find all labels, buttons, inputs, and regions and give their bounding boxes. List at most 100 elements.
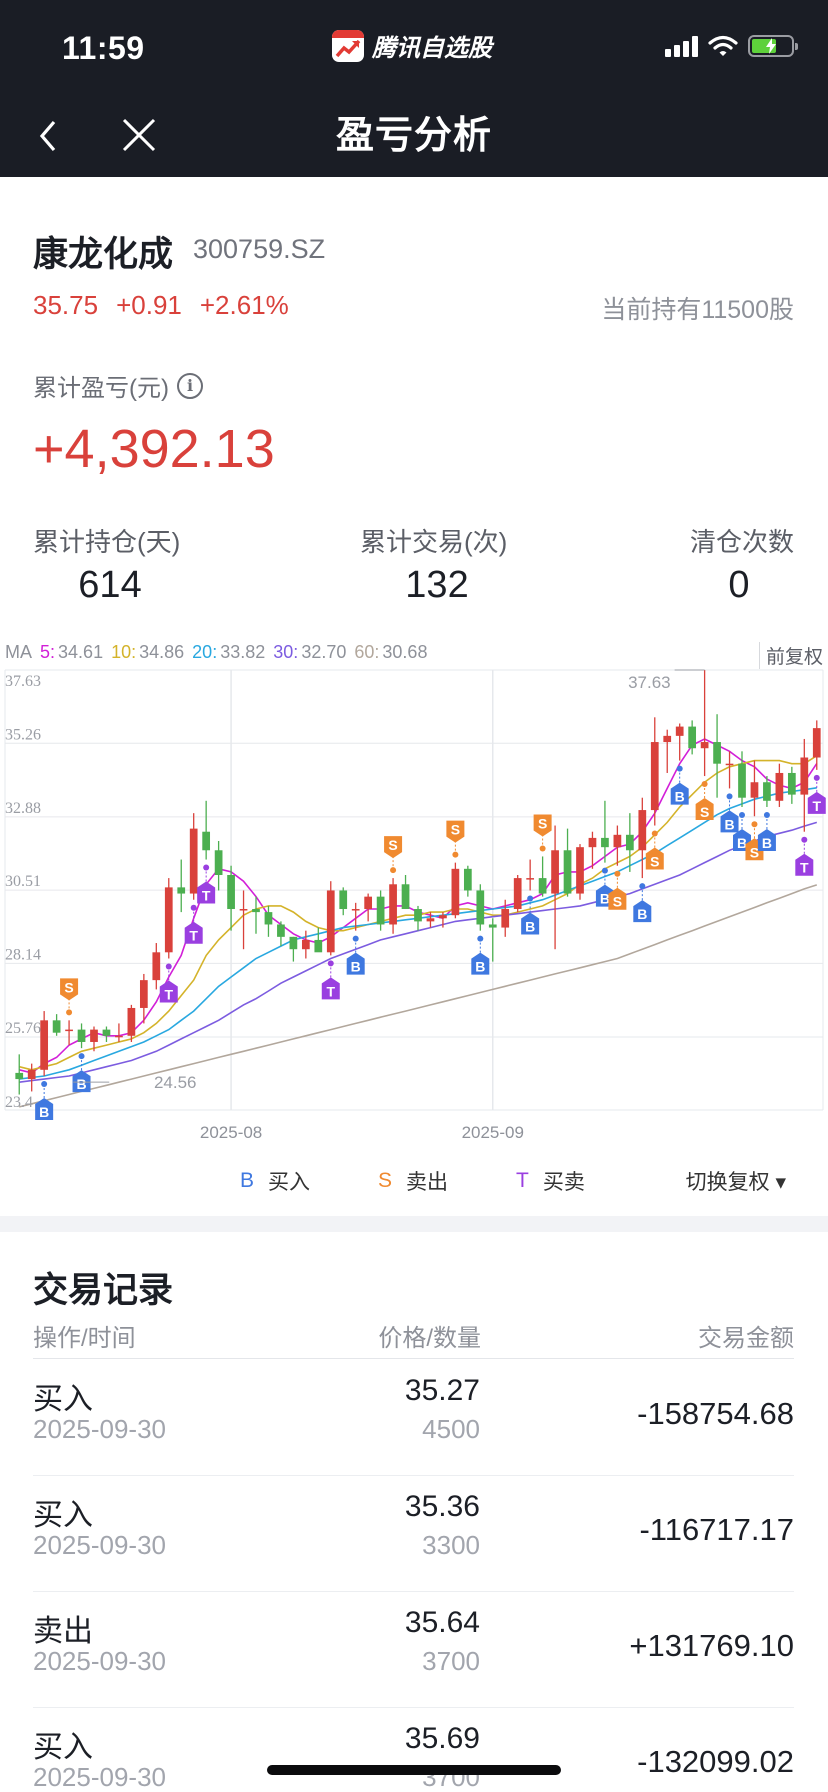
marker-badge — [60, 978, 79, 1001]
candle — [77, 1029, 86, 1042]
marker-letter: S — [388, 837, 397, 853]
candle — [763, 782, 771, 801]
trade-marker-s: S — [384, 836, 403, 874]
candle — [90, 1029, 98, 1042]
marker-dot — [651, 830, 658, 837]
marker-letter: S — [451, 822, 460, 838]
y-tick-label: 37.63 — [5, 673, 41, 690]
stat-trade-count-label: 累计交易(次) — [360, 527, 508, 557]
marker-letter: B — [600, 891, 610, 907]
close-icon[interactable] — [118, 114, 160, 156]
marker-letter: T — [800, 860, 809, 876]
trade-marker-s: S — [645, 830, 664, 870]
candle — [812, 728, 821, 758]
trade-row[interactable]: 买入 2025-09-30 35.27 4500 -158754.68 — [33, 1360, 794, 1476]
price-row: 35.75 +0.91 +2.61% — [33, 290, 289, 321]
back-icon[interactable] — [30, 112, 66, 160]
marker-badge — [645, 847, 664, 870]
ma10-item: 10: 34.86 — [111, 642, 184, 663]
adjustment-label[interactable]: 前复权 — [758, 642, 823, 669]
candle — [688, 726, 697, 749]
marker-badge — [321, 977, 340, 1000]
marker-letter: T — [326, 983, 335, 999]
cellular-signal-icon — [665, 35, 698, 57]
section-divider — [0, 1216, 828, 1232]
marker-dot — [639, 883, 646, 890]
trade-row[interactable]: 卖出 2025-09-30 35.64 3700 +131769.10 — [33, 1592, 794, 1708]
marker-dot — [701, 781, 708, 788]
candle — [501, 909, 510, 928]
trade-price: 35.69 — [404, 1722, 480, 1755]
marker-dot — [327, 960, 334, 967]
candle — [152, 952, 161, 981]
candle — [476, 890, 485, 925]
status-app: 腾讯自选股 — [332, 28, 492, 63]
marker-dot — [527, 895, 534, 902]
candle — [725, 763, 734, 766]
candle — [27, 1069, 36, 1080]
trade-price: 35.36 — [404, 1490, 480, 1523]
y-tick-label: 35.26 — [5, 726, 41, 743]
candle — [588, 837, 597, 848]
marker-letter: B — [724, 816, 734, 832]
trade-date: 2025-09-30 — [33, 1762, 166, 1792]
y-tick-label: 23.4 — [5, 1094, 33, 1111]
y-tick-label: 30.51 — [5, 873, 41, 890]
candle — [214, 850, 223, 876]
ma-line-ma60 — [19, 884, 818, 1108]
marker-dot — [66, 1009, 73, 1016]
legend-buy-key: B — [240, 1169, 255, 1192]
candle — [40, 1020, 49, 1070]
marker-dot — [539, 845, 546, 852]
trade-row[interactable]: 买入 2025-09-30 35.36 3300 -116717.17 — [33, 1476, 794, 1592]
header-price-qty: 价格/数量 — [378, 1325, 481, 1352]
top-bar: 11:59 腾讯自选股 — [0, 0, 828, 177]
trade-amount: -158754.68 — [637, 1396, 794, 1431]
trade-marker-b: B — [35, 1080, 54, 1120]
marker-letter: T — [202, 888, 211, 904]
ma30-value: 32.70 — [301, 642, 347, 662]
marker-dot — [41, 1080, 48, 1087]
marker-dot — [813, 774, 820, 781]
marker-dot — [739, 811, 745, 818]
marker-letter: S — [650, 854, 659, 870]
marker-badge — [608, 887, 627, 910]
legend-sell-label: 卖出 — [406, 1171, 449, 1194]
legend-sell-key: S — [378, 1169, 393, 1192]
marker-letter: T — [164, 986, 173, 1002]
trade-marker-s: S — [608, 870, 627, 910]
marker-letter: B — [76, 1076, 86, 1092]
trade-row[interactable]: 买入 2025-09-30 35.69 3700 -132099.02 — [33, 1708, 794, 1792]
marker-badge — [795, 853, 814, 876]
marker-badge — [184, 921, 203, 944]
candle — [314, 939, 323, 953]
ma30-item: 30: 32.70 — [273, 642, 346, 663]
candle — [650, 742, 659, 811]
ma20-key: 20: — [192, 642, 218, 662]
marker-letter: B — [475, 959, 485, 975]
marker-dot — [390, 867, 397, 874]
info-icon[interactable]: i — [176, 372, 203, 399]
trade-date: 2025-09-30 — [33, 1646, 166, 1676]
candle — [264, 912, 273, 925]
marker-dot — [352, 935, 359, 942]
app-logo-icon — [332, 29, 364, 62]
switch-adjustment-button[interactable]: 切换复权 ▾ — [685, 1171, 786, 1194]
marker-dot — [203, 864, 210, 871]
trade-date: 2025-09-30 — [33, 1414, 166, 1444]
marker-badge — [633, 900, 652, 923]
trade-records-title: 交易记录 — [33, 1271, 174, 1310]
trade-marker-t: T — [321, 960, 340, 1000]
candle — [376, 896, 385, 925]
trade-price: 35.27 — [404, 1374, 480, 1407]
stock-change-pct: +2.61% — [199, 290, 289, 320]
trade-date: 2025-09-30 — [33, 1530, 166, 1560]
candle — [613, 834, 622, 848]
candle — [750, 782, 759, 798]
marker-badge — [807, 791, 826, 814]
candle — [227, 875, 235, 910]
marker-letter: B — [39, 1104, 49, 1120]
marker-dot — [601, 867, 608, 874]
trade-marker-b: B — [670, 765, 689, 805]
